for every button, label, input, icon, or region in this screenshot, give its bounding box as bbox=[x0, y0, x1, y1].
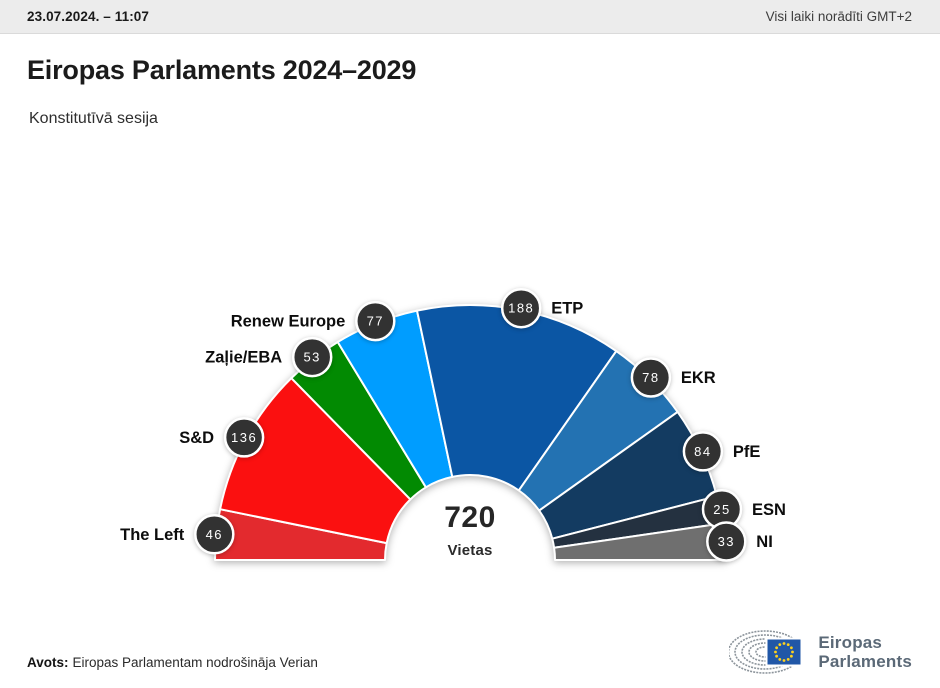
datetime-label: 23.07.2024. – 11:07 bbox=[27, 9, 150, 24]
total-seats-unit: Vietas bbox=[447, 542, 493, 559]
source-note: Avots: Eiropas Parlamentam nodrošināja Ve… bbox=[27, 655, 318, 670]
seat-badge bbox=[706, 521, 747, 562]
seat-badge-value: 136 bbox=[231, 430, 257, 445]
ep-logo-line1: Eiropas bbox=[818, 633, 883, 652]
group-label-renew-europe: Renew Europe bbox=[231, 313, 346, 331]
seat-badge-value: 188 bbox=[508, 301, 534, 316]
seat-badge-value: 25 bbox=[713, 502, 730, 517]
seat-badge bbox=[682, 431, 724, 472]
ep-hemicycle-logo-icon bbox=[729, 630, 803, 674]
eu-flag-stars bbox=[774, 642, 795, 662]
seat-badge bbox=[355, 300, 396, 342]
seat-badge bbox=[500, 287, 542, 329]
group-label-s-d: S&D bbox=[179, 429, 214, 447]
page-title: Eiropas Parlaments 2024–2029 bbox=[27, 55, 417, 85]
ep-logo-line2: Parlaments bbox=[818, 652, 912, 671]
seat-badge-value: 84 bbox=[694, 444, 711, 459]
seat-badge bbox=[194, 514, 235, 555]
group-label-pfe: PfE bbox=[733, 443, 761, 461]
top-bar: 23.07.2024. – 11:07 Visi laiki norādīti … bbox=[0, 0, 940, 34]
group-label-etp: ETP bbox=[551, 300, 583, 318]
ep-logo: Eiropas Parlaments bbox=[729, 628, 912, 676]
seat-badge bbox=[630, 357, 672, 398]
seat-badge bbox=[223, 417, 265, 458]
seat-badge-value: 33 bbox=[718, 534, 735, 549]
group-label-ekr: EKR bbox=[681, 369, 716, 387]
wedge-etp[interactable] bbox=[416, 304, 618, 492]
timezone-note: Visi laiki norādīti GMT+2 bbox=[765, 9, 912, 24]
seat-badge-value: 53 bbox=[303, 350, 320, 365]
seat-badge-value: 77 bbox=[367, 314, 384, 329]
seat-badge bbox=[291, 336, 333, 378]
source-label: Avots: bbox=[27, 655, 69, 670]
source-text: Eiropas Parlamentam nodrošināja Verian bbox=[72, 655, 318, 670]
group-label-za-ie-eba: Zaļie/EBA bbox=[205, 349, 282, 367]
seat-badge-value: 78 bbox=[642, 370, 659, 385]
page-subtitle: Konstitutīvā sesija bbox=[29, 110, 158, 127]
group-label-the-left: The Left bbox=[120, 526, 185, 544]
group-label-esn: ESN bbox=[752, 501, 786, 519]
group-label-ni: NI bbox=[756, 533, 773, 551]
wedge-s-d[interactable] bbox=[219, 377, 412, 545]
seat-badge-value: 46 bbox=[206, 527, 223, 542]
ep-logo-text: Eiropas Parlaments bbox=[818, 633, 912, 671]
total-seats-value: 720 bbox=[444, 501, 496, 534]
hemicycle-chart: 46 136 53 77 188 78 84 25 33 The Left S&D Zaļie/EBA… bbox=[120, 287, 786, 562]
